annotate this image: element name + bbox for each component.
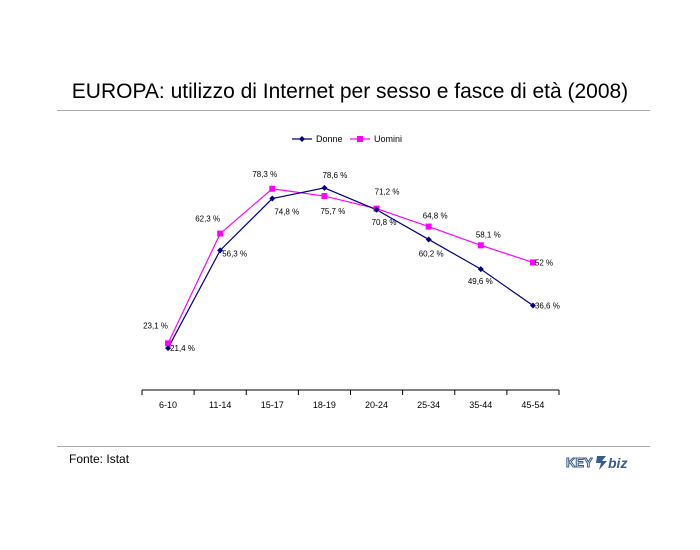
top-divider bbox=[57, 110, 650, 111]
data-label-donne: 78,6 % bbox=[322, 171, 347, 180]
data-point-uomini bbox=[425, 223, 432, 230]
x-tick-label: 11-14 bbox=[209, 400, 231, 410]
x-tick-label: 6-10 bbox=[159, 400, 177, 410]
data-label-uomini: 64,8 % bbox=[423, 212, 448, 221]
data-label-uomini: 75,7 % bbox=[320, 207, 345, 216]
data-labels: 21,4 % 56,3 % 74,8 % 78,6 % 70,8 % 60,2 % 49,6… bbox=[143, 170, 560, 353]
data-label-donne: 36,6 % bbox=[535, 302, 560, 311]
data-label-donne: 49,6 % bbox=[468, 277, 493, 286]
series-lines bbox=[167, 187, 534, 349]
legend-marker bbox=[299, 136, 305, 142]
x-tick-label: 18-19 bbox=[313, 400, 336, 410]
data-point-uomini bbox=[269, 185, 276, 192]
series-markers bbox=[165, 184, 536, 352]
data-label-donne: 60,2 % bbox=[419, 249, 444, 258]
legend-label: Uomini bbox=[374, 134, 402, 144]
svg-text:biz: biz bbox=[608, 455, 627, 471]
legend: Donne Uomini bbox=[292, 134, 402, 144]
chart-title: EUROPA: utilizzo di Internet per sesso e… bbox=[71, 80, 629, 103]
data-point-donne bbox=[373, 206, 380, 213]
data-point-donne bbox=[477, 266, 484, 273]
data-point-donne bbox=[165, 345, 172, 352]
data-point-uomini bbox=[165, 340, 172, 347]
data-point-donne bbox=[425, 236, 432, 243]
x-tick-label: 20-24 bbox=[365, 400, 388, 410]
data-label-donne: 21,4 % bbox=[170, 344, 195, 353]
data-point-uomini bbox=[321, 193, 328, 200]
legend-label: Donne bbox=[316, 134, 343, 144]
data-point-donne bbox=[269, 195, 276, 202]
data-point-donne bbox=[217, 247, 224, 254]
x-tick-label: 35-44 bbox=[469, 400, 492, 410]
series-line-uomini bbox=[167, 188, 534, 344]
data-label-donne: 70,8 % bbox=[372, 218, 397, 227]
data-label-uomini: 23,1 % bbox=[143, 321, 168, 330]
series-line-donne bbox=[167, 187, 534, 349]
data-point-donne bbox=[529, 302, 536, 309]
svg-text:KEY: KEY bbox=[566, 455, 593, 470]
data-point-donne bbox=[321, 184, 328, 191]
data-label-uomini: 71,2 % bbox=[375, 188, 400, 197]
x-tick-label: 25-34 bbox=[417, 400, 440, 410]
data-label-uomini: 78,3 % bbox=[252, 170, 277, 179]
bottom-divider bbox=[57, 446, 650, 447]
data-label-uomini: 52 % bbox=[535, 258, 553, 267]
x-axis: 6-10 11-14 15-17 18-19 20-24 25-34 35-44 45-54 bbox=[141, 389, 560, 410]
data-point-uomini bbox=[217, 230, 224, 237]
x-tick-label: 15-17 bbox=[261, 400, 284, 410]
data-label-uomini: 62,3 % bbox=[195, 215, 220, 224]
data-point-uomini bbox=[477, 242, 484, 249]
x-tick-label: 45-54 bbox=[521, 400, 544, 410]
key4biz-logo-icon: KEY biz bbox=[566, 455, 627, 472]
data-label-uomini: 58,1 % bbox=[476, 230, 501, 239]
data-label-donne: 56,3 % bbox=[222, 249, 247, 258]
legend-marker bbox=[357, 136, 363, 142]
source-note: Fonte: Istat bbox=[69, 452, 130, 466]
data-point-uomini bbox=[529, 259, 536, 266]
data-label-donne: 74,8 % bbox=[274, 208, 299, 217]
